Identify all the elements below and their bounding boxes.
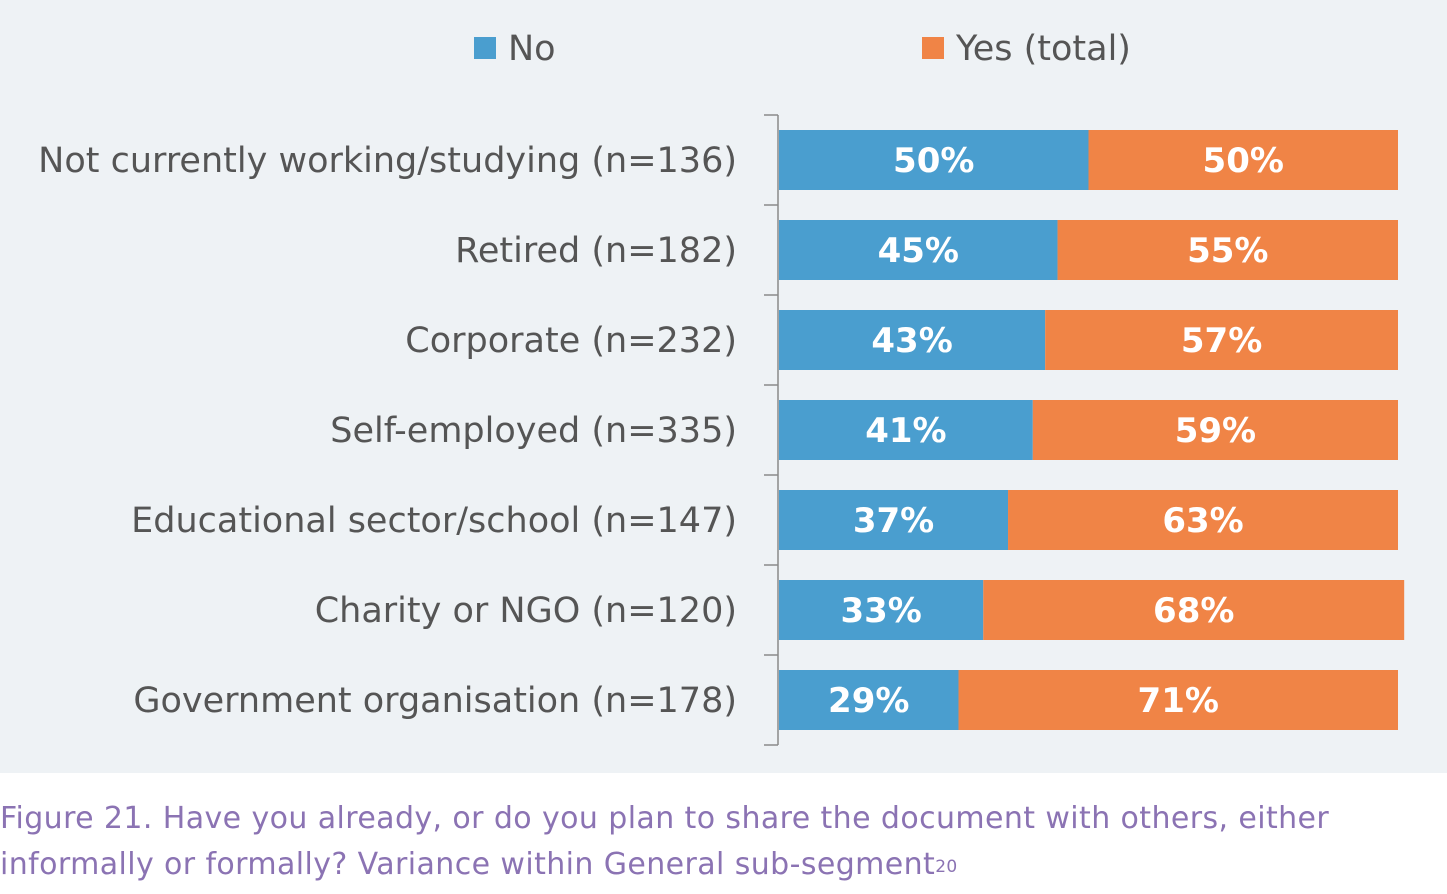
data-label: 37% [853,501,934,541]
data-label: 59% [1175,411,1256,451]
legend-swatch-no [474,37,496,59]
bar-segment-no [779,580,984,640]
data-label: 43% [871,321,952,361]
bar-segment-yes-total [983,580,1405,640]
data-label: 41% [865,411,946,451]
stacked-bar-chart: No Yes (total) Not currently working/study… [38,29,1405,746]
bar-segment-yes-total [958,670,1398,730]
chart-panel [0,0,1447,773]
bar-segment-no [779,400,1033,460]
legend-label-no: No [508,29,556,69]
legend-swatch-yes-total [922,37,944,59]
category-label: Government organisation (n=178) [133,681,737,721]
figure-caption: Figure 21. Have you already, or do you p… [0,796,1440,888]
data-label: 68% [1153,591,1234,631]
data-label: 57% [1181,321,1262,361]
data-label: 71% [1138,681,1219,721]
data-label: 29% [828,681,909,721]
bar-segment-no [779,310,1046,370]
bar-segment-no [779,670,959,730]
data-label: 55% [1187,231,1268,271]
bar-segment-no [779,220,1058,280]
caption-footnote-marker: 20 [935,857,958,877]
category-label: Charity or NGO (n=120) [315,591,737,631]
data-label: 33% [840,591,921,631]
bar-segment-yes-total [1088,130,1398,190]
bar-segment-yes-total [1057,220,1398,280]
data-label: 50% [1203,141,1284,181]
bar-segment-yes-total [1032,400,1398,460]
data-label: 50% [893,141,974,181]
bar-segment-no [779,130,1089,190]
caption-line-2: informally or formally? Variance within … [0,847,936,882]
category-label: Not currently working/studying (n=136) [38,141,737,181]
data-label: 45% [878,231,959,271]
bar-segment-yes-total [1008,490,1398,550]
bar-segment-no [779,490,1009,550]
category-label: Self-employed (n=335) [330,411,737,451]
data-label: 63% [1162,501,1243,541]
category-label: Corporate (n=232) [405,321,737,361]
category-label: Retired (n=182) [455,231,737,271]
caption-line-1: Figure 21. Have you already, or do you p… [0,801,1330,836]
legend-label-yes-total: Yes (total) [955,29,1131,69]
bar-segment-yes-total [1045,310,1398,370]
category-label: Educational sector/school (n=147) [131,501,737,541]
